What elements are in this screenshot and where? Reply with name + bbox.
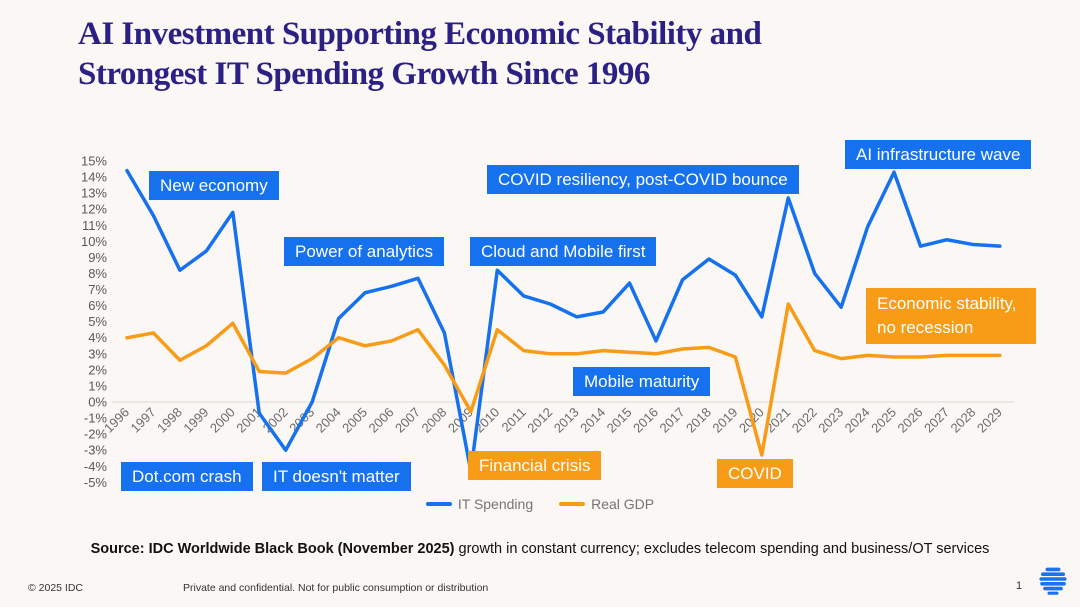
y-tick-label: 12% (81, 202, 107, 217)
y-tick-label: 0% (88, 395, 107, 410)
annotation-dotcom-crash: Dot.com crash (121, 462, 253, 491)
x-tick-label: 1998 (154, 405, 185, 436)
x-tick-label: 2018 (683, 405, 714, 436)
x-tick-label: 2011 (498, 405, 528, 435)
it-spending-line (125, 168, 1002, 473)
y-tick-label: 15% (81, 153, 107, 168)
source-note: Source: IDC Worldwide Black Book (Novemb… (0, 541, 1080, 557)
x-tick-label: 1999 (180, 405, 211, 436)
x-tick-label: 2027 (921, 405, 952, 436)
y-tick-label: -5% (84, 475, 108, 490)
x-tick-label: 2029 (974, 405, 1005, 436)
x-tick-label: 2014 (577, 405, 608, 436)
y-tick-label: 13% (81, 186, 107, 201)
y-tick-label: 4% (88, 330, 107, 345)
x-tick-label: 2000 (207, 405, 238, 436)
x-tick-label: 2013 (551, 405, 582, 436)
annotation-power-of-analytics: Power of analytics (284, 237, 444, 266)
y-tick-label: 6% (88, 298, 107, 313)
annotation-covid-resiliency: COVID resiliency, post-COVID bounce (487, 165, 799, 194)
y-tick-label: 14% (81, 170, 107, 185)
annotation-mobile-maturity: Mobile maturity (573, 367, 711, 396)
idc-globe-logo-icon (1039, 567, 1067, 595)
legend-item-real-gdp: Real GDP (559, 496, 654, 512)
copyright-text: © 2025 IDC (28, 582, 84, 594)
y-tick-label: 7% (88, 282, 107, 297)
annotation-covid: COVID (717, 459, 793, 488)
source-note-rest: growth in constant currency; excludes te… (454, 541, 990, 557)
y-tick-label: -4% (84, 459, 108, 474)
x-tick-label: 2007 (392, 405, 423, 436)
page-number: 1 (1016, 580, 1023, 592)
x-tick-label: 2017 (657, 405, 688, 436)
x-tick-label: 2016 (630, 405, 661, 436)
x-tick-label: 2026 (895, 405, 926, 436)
x-tick-label: 2008 (418, 405, 449, 436)
x-tick-label: 2015 (604, 405, 635, 436)
y-tick-label: 8% (88, 266, 107, 281)
x-tick-label: 2005 (339, 405, 370, 436)
x-tick-label: 1997 (128, 405, 159, 436)
annotation-cloud-and-mobile-first: Cloud and Mobile first (470, 237, 657, 266)
x-tick-label: 2025 (868, 405, 899, 436)
y-tick-label: -3% (84, 443, 108, 458)
legend-label-it-spending: IT Spending (457, 496, 534, 512)
y-tick-label: 5% (88, 314, 107, 329)
page-title: AI Investment Supporting Economic Stabil… (78, 14, 1028, 94)
y-tick-label: 2% (88, 362, 107, 377)
x-tick-label: 2023 (815, 405, 846, 436)
annotation-new-economy: New economy (149, 171, 279, 200)
y-tick-label: 11% (82, 218, 107, 233)
x-tick-label: 2012 (524, 405, 555, 436)
y-tick-label: -1% (84, 411, 108, 426)
x-tick-label: 2006 (366, 405, 397, 436)
x-tick-label: 2028 (947, 405, 978, 436)
y-tick-label: 1% (88, 378, 107, 393)
x-tick-label: 2019 (709, 405, 740, 436)
x-tick-label: 2004 (313, 405, 344, 436)
y-tick-label: 10% (81, 234, 107, 249)
annotation-ai-infrastructure-wave: AI infrastructure wave (845, 140, 1032, 169)
legend-item-it-spending: IT Spending (425, 496, 534, 512)
annotation-financial-crisis: Financial crisis (468, 451, 602, 480)
y-tick-label: 9% (88, 250, 107, 265)
x-tick-label: 2022 (789, 405, 820, 436)
line-chart: 15% 14%13%12%11%10%9%8%7%6%5%4%3%2%1% 0%-1… (81, 153, 1014, 490)
it-spending-swatch-icon (425, 502, 452, 506)
x-tick-label: 2024 (842, 405, 873, 436)
annotation-economic-stability: Economic stability, no recession (866, 288, 1036, 344)
y-tick-label: -2% (84, 427, 108, 442)
confidential-text: Private and confidential. Not for public… (183, 582, 489, 594)
annotation-it-doesnt-matter: IT doesn't matter (262, 462, 411, 491)
source-note-bold: Source: IDC Worldwide Black Book (Novemb… (90, 541, 455, 557)
real-gdp-line (125, 302, 1002, 457)
y-tick-label: 3% (88, 346, 107, 361)
legend-label-real-gdp: Real GDP (591, 496, 655, 512)
page-title-line1: AI Investment Supporting Economic Stabil… (78, 16, 762, 52)
page-title-line2: Strongest IT Spending Growth Since 1996 (78, 56, 650, 92)
real-gdp-swatch-icon (559, 502, 586, 506)
chart-legend: IT Spending Real GDP (0, 496, 1080, 512)
